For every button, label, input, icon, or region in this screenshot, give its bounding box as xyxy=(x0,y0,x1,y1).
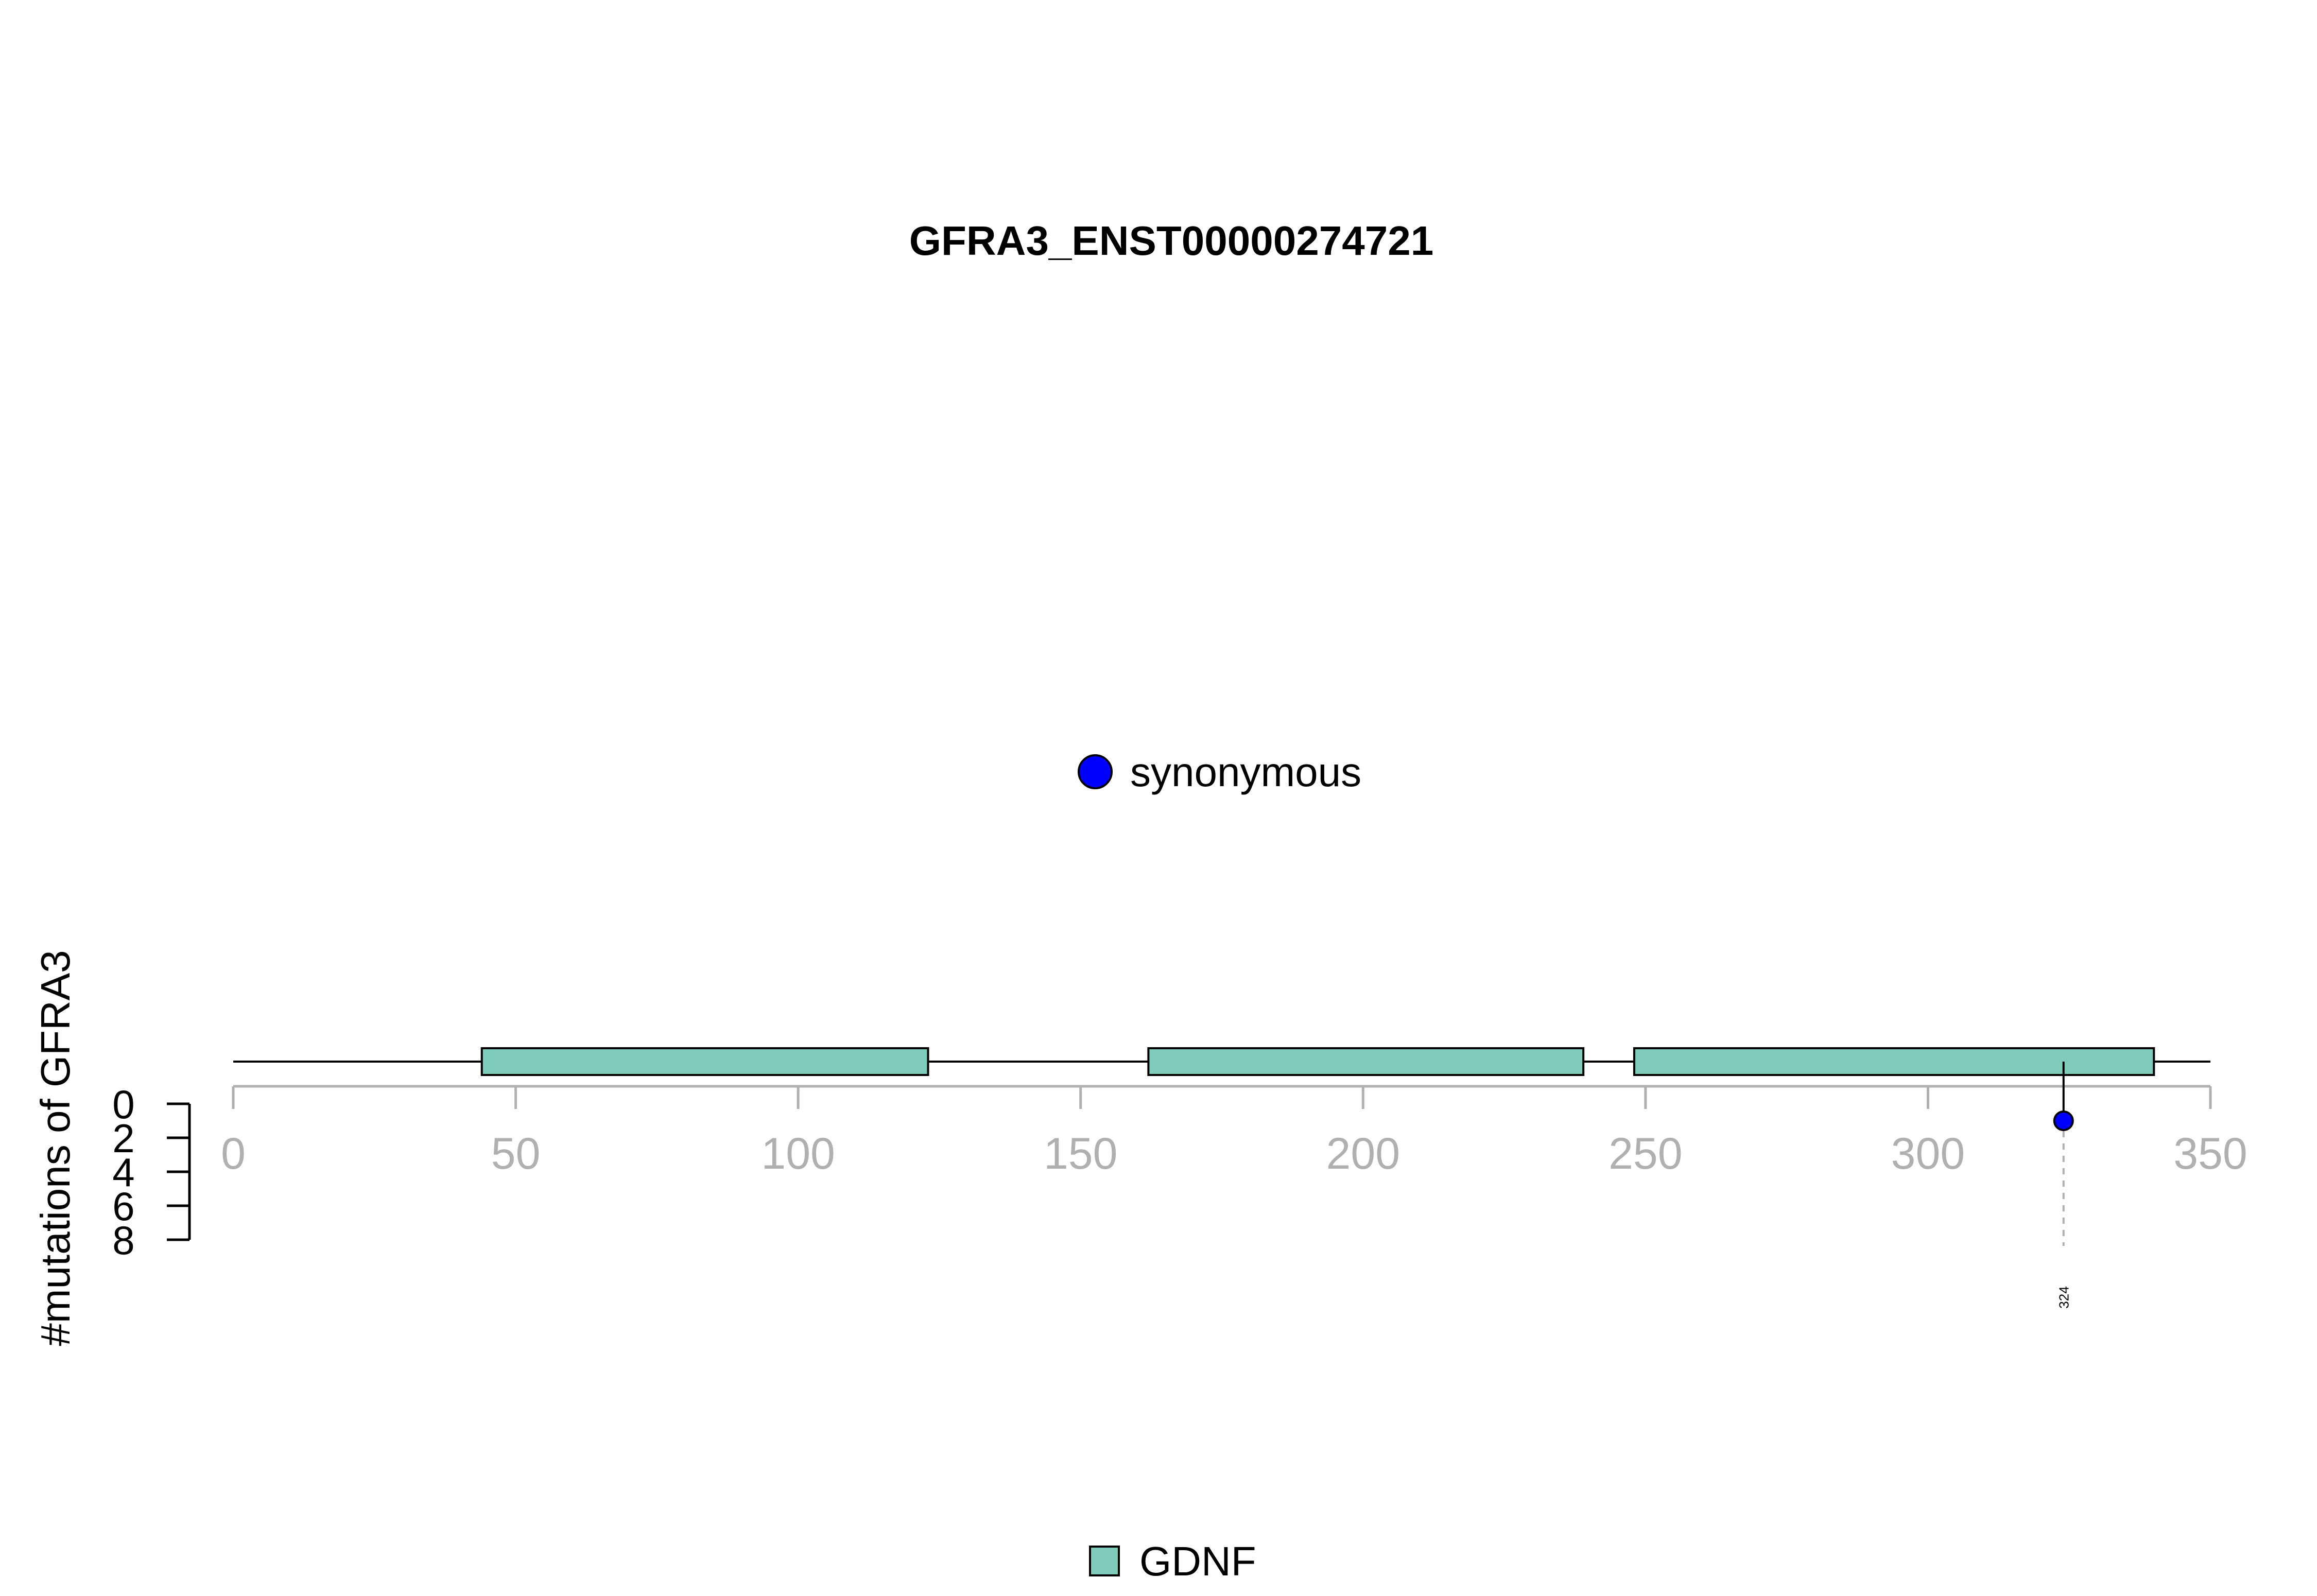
x-tick-label-150: 150 xyxy=(1044,1129,1118,1178)
mutation-position-label-1: 324 xyxy=(2056,1286,2072,1308)
domain-bar-2 xyxy=(1147,1047,1585,1076)
x-tick-label-50: 50 xyxy=(491,1129,541,1178)
mutation-point-1 xyxy=(2053,1111,2074,1131)
y-axis-label: #mutations of GFRA3 xyxy=(32,950,78,1346)
mutation-legend-marker-1 xyxy=(1078,754,1113,789)
y-tick-label-0: 0 xyxy=(112,1082,134,1127)
x-tick-label-300: 300 xyxy=(1891,1129,1965,1178)
domain-legend: GDNF xyxy=(1089,1538,1256,1584)
mutation-legend: synonymous xyxy=(1078,749,1361,795)
chart-title: GFRA3_ENST00000274721 xyxy=(909,218,1433,264)
y-tick-label-6: 6 xyxy=(112,1184,134,1229)
x-tick-label-350: 350 xyxy=(2173,1129,2247,1178)
x-axis: 0 50 100 150 200 250 300 350 xyxy=(221,1085,2247,1178)
domain-bar-3 xyxy=(1633,1047,2155,1076)
mutation-lollipops: 324 xyxy=(2053,1062,2074,1309)
x-tick-label-250: 250 xyxy=(1609,1129,1683,1178)
x-tick-label-100: 100 xyxy=(761,1129,835,1178)
domain-legend-label-1: GDNF xyxy=(1139,1538,1256,1584)
domain-bars xyxy=(480,1047,2155,1076)
y-tick-label-8: 8 xyxy=(112,1218,134,1263)
domain-legend-swatch-1 xyxy=(1089,1546,1120,1576)
x-tick-label-0: 0 xyxy=(221,1129,246,1178)
y-tick-label-2: 2 xyxy=(112,1116,134,1161)
y-tick-label-4: 4 xyxy=(112,1150,134,1195)
domain-bar-1 xyxy=(480,1047,929,1076)
mutation-legend-label-1: synonymous xyxy=(1130,749,1361,795)
x-tick-label-200: 200 xyxy=(1326,1129,1400,1178)
